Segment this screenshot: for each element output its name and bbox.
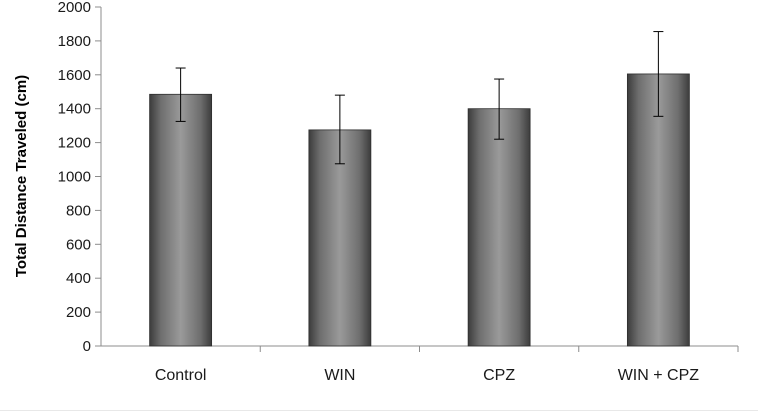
x-category-label: WIN + CPZ — [618, 367, 700, 384]
x-category-label: CPZ — [483, 367, 515, 384]
error-bar — [175, 67, 186, 122]
y-tick-label: 800 — [66, 202, 91, 219]
error-bar — [653, 31, 664, 117]
y-tick-label: 2000 — [58, 0, 91, 16]
y-tick-label: 1000 — [58, 169, 91, 186]
error-bar — [334, 94, 345, 165]
error-bar — [494, 78, 505, 140]
y-tick-label: 400 — [66, 270, 91, 287]
x-category-label: Control — [155, 367, 207, 384]
bar-win-cpz — [626, 73, 690, 347]
bottom-divider — [0, 410, 758, 411]
bar-win — [308, 129, 372, 347]
y-tick-label: 1600 — [58, 67, 91, 84]
x-category-label: WIN — [324, 367, 355, 384]
bar-control — [149, 93, 213, 347]
y-tick-label: 200 — [66, 304, 91, 321]
y-tick-label: 1400 — [58, 101, 91, 118]
y-tick-label: 1200 — [58, 135, 91, 152]
bar-cpz — [467, 108, 531, 347]
y-axis-title: Total Distance Traveled (cm) — [13, 75, 30, 277]
y-tick-label: 1800 — [58, 33, 91, 50]
y-tick-label: 600 — [66, 236, 91, 253]
y-tick-label: 0 — [83, 338, 91, 355]
